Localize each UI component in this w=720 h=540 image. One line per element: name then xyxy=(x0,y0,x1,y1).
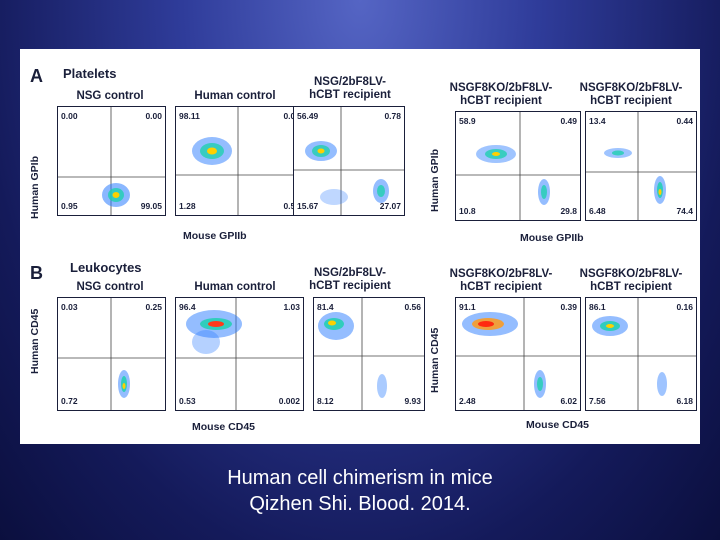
plot-b5-title: NSGF8KO/2bF8LV-hCBT recipient xyxy=(579,268,683,293)
b4-lower-left-value: 2.48 xyxy=(459,396,476,406)
b2-upper-right-value: 1.03 xyxy=(283,302,300,312)
b5-lower-left-value: 7.56 xyxy=(589,396,606,406)
a5-upper-right-value: 0.44 xyxy=(676,116,693,126)
plot-b2-title: Human control xyxy=(194,281,276,293)
b4-upper-right-value: 0.39 xyxy=(560,302,577,312)
flow-plot-a2-graphic xyxy=(176,107,303,215)
panel-a2-y-axis-label: Human GPIb xyxy=(429,148,441,212)
b2-lower-right-value: 0.002 xyxy=(278,396,300,406)
panel-b2-x-axis-label: Mouse CD45 xyxy=(526,419,590,431)
b3-lower-left-value: 8.12 xyxy=(317,396,334,406)
a3-lower-right-value: 27.07 xyxy=(379,201,401,211)
flow-plot-a5-graphic xyxy=(586,112,696,220)
flow-plot-a1: 0.00 0.00 0.95 99.05 xyxy=(57,106,166,216)
flow-plot-b5-graphic xyxy=(586,298,696,410)
flow-plot-a1-graphic xyxy=(58,107,165,215)
b1-upper-right-value: 0.25 xyxy=(145,302,162,312)
a3-upper-left-value: 56.49 xyxy=(297,111,319,121)
panel-b-letter: B xyxy=(30,263,43,283)
a5-lower-right-value: 74.4 xyxy=(676,206,693,216)
a3-lower-left-value: 15.67 xyxy=(297,201,319,211)
flow-plot-a3: 56.49 0.78 15.67 27.07 xyxy=(293,106,405,216)
flow-plot-b5: 86.1 0.16 7.56 6.18 xyxy=(585,297,697,411)
flow-plot-b4-graphic xyxy=(456,298,580,410)
flow-plot-a5: 13.4 0.44 6.48 74.4 xyxy=(585,111,697,221)
panel-a-y-axis-label: Human GPIb xyxy=(29,155,41,219)
a2-lower-left-value: 1.28 xyxy=(179,201,196,211)
b1-lower-left-value: 0.72 xyxy=(61,396,78,406)
a4-lower-right-value: 29.8 xyxy=(560,206,577,216)
b3-lower-right-value: 9.93 xyxy=(404,396,421,406)
b4-upper-left-value: 91.1 xyxy=(459,302,476,312)
b2-upper-left-value: 96.4 xyxy=(179,302,196,312)
b5-lower-right-value: 6.18 xyxy=(676,396,693,406)
b3-upper-right-value: 0.56 xyxy=(404,302,421,312)
flow-plot-a2: 98.11 0.05 1.28 0.56 xyxy=(175,106,304,216)
plot-a5-title: NSGF8KO/2bF8LV-hCBT recipient xyxy=(579,82,683,107)
plot-b4-title: NSGF8KO/2bF8LV-hCBT recipient xyxy=(449,268,553,293)
a2-lower-right-value: 0.56 xyxy=(283,201,300,211)
b3-upper-left-value: 81.4 xyxy=(317,302,334,312)
flow-plot-a4: 58.9 0.49 10.8 29.8 xyxy=(455,111,581,221)
a4-upper-left-value: 58.9 xyxy=(459,116,476,126)
b5-upper-left-value: 86.1 xyxy=(589,302,606,312)
panel-b-y-axis-label: Human CD45 xyxy=(29,308,41,374)
a5-upper-left-value: 13.4 xyxy=(589,116,606,126)
caption-line-2: Qizhen Shi. Blood. 2014. xyxy=(249,493,471,515)
a1-upper-right-value: 0.00 xyxy=(145,111,162,121)
a4-upper-right-value: 0.49 xyxy=(560,116,577,126)
a1-upper-left-value: 0.00 xyxy=(61,111,78,121)
flow-plot-b1: 0.03 0.25 0.72 xyxy=(57,297,166,411)
figure-panel: A Platelets NSG control Human control NS… xyxy=(20,49,700,444)
plot-b3-title: NSG/2bF8LV-hCBT recipient xyxy=(309,267,391,292)
flow-plot-a3-graphic xyxy=(294,107,404,215)
panel-a-letter: A xyxy=(30,66,43,86)
plot-a1-title: NSG control xyxy=(76,90,144,102)
a5-lower-left-value: 6.48 xyxy=(589,206,606,216)
a4-lower-left-value: 10.8 xyxy=(459,206,476,216)
b2-lower-left-value: 0.53 xyxy=(179,396,196,406)
flow-plot-b2-graphic xyxy=(176,298,303,410)
flow-plot-b3-graphic xyxy=(314,298,424,410)
flow-plot-b2: 96.4 1.03 0.53 0.002 xyxy=(175,297,304,411)
plot-b1-title: NSG control xyxy=(76,281,144,293)
b4-lower-right-value: 6.02 xyxy=(560,396,577,406)
flow-plot-b3: 81.4 0.56 8.12 9.93 xyxy=(313,297,425,411)
flow-plot-b4: 91.1 0.39 2.48 6.02 xyxy=(455,297,581,411)
a1-lower-right-value: 99.05 xyxy=(140,201,162,211)
flow-plot-a4-graphic xyxy=(456,112,580,220)
a3-upper-right-value: 0.78 xyxy=(384,111,401,121)
a2-upper-left-value: 98.11 xyxy=(179,111,200,121)
panel-a-x-axis-label: Mouse GPIIb xyxy=(183,230,247,242)
plot-a3-title: NSG/2bF8LV-hCBT recipient xyxy=(309,76,391,101)
panel-b2-y-axis-label: Human CD45 xyxy=(429,327,441,393)
b1-upper-left-value: 0.03 xyxy=(61,302,78,312)
panel-b-x-axis-label: Mouse CD45 xyxy=(192,421,256,433)
panel-a-title: Platelets xyxy=(63,66,117,81)
b5-upper-right-value: 0.16 xyxy=(676,302,693,312)
plot-a2-title: Human control xyxy=(194,90,276,102)
panel-a2-x-axis-label: Mouse GPIIb xyxy=(520,232,584,244)
flow-plot-b1-graphic xyxy=(58,298,165,410)
plot-a4-title: NSGF8KO/2bF8LV-hCBT recipient xyxy=(449,82,553,107)
a1-lower-left-value: 0.95 xyxy=(61,201,78,211)
panel-b-title: Leukocytes xyxy=(70,260,142,275)
a2-upper-right-value: 0.05 xyxy=(283,111,300,121)
caption-line-1: Human cell chimerism in mice xyxy=(227,467,493,489)
